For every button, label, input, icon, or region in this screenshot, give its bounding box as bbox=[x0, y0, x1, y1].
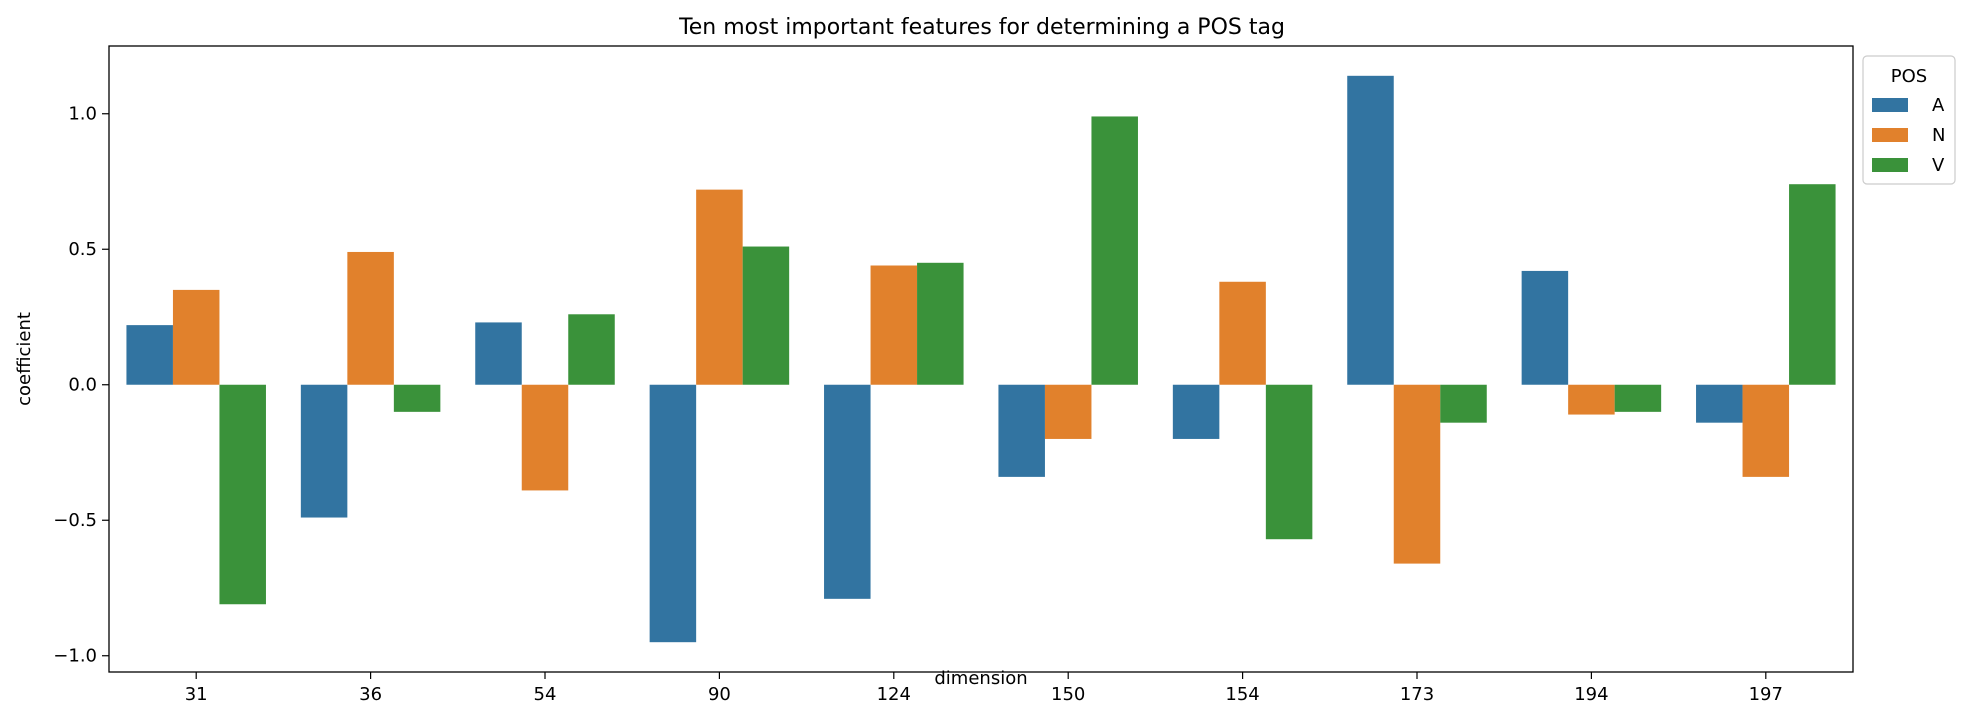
chart-title: Ten most important features for determin… bbox=[678, 15, 1285, 40]
bar-V-194 bbox=[1614, 384, 1662, 412]
bar-N-150 bbox=[1044, 384, 1092, 439]
bar-N-173 bbox=[1393, 384, 1441, 564]
legend-title: POS bbox=[1891, 66, 1927, 87]
bar-V-150 bbox=[1091, 116, 1138, 385]
bar-A-54 bbox=[475, 322, 522, 385]
legend-frame bbox=[1862, 55, 1956, 185]
x-tick-label: 31 bbox=[185, 684, 208, 701]
bar-N-31 bbox=[172, 289, 220, 385]
y-tick-label: −0.5 bbox=[53, 510, 97, 531]
x-axis: 31 36 54 90 124 150 154 173 194 197 bbox=[185, 672, 1783, 701]
bar-N-197 bbox=[1742, 384, 1790, 477]
legend-swatch-A bbox=[1872, 98, 1908, 112]
bar-A-31 bbox=[126, 325, 173, 385]
y-axis-label: coefficient bbox=[14, 312, 35, 406]
bar-N-154 bbox=[1219, 281, 1266, 385]
bars-layer bbox=[126, 75, 1836, 643]
x-tick-label: 194 bbox=[1574, 684, 1608, 701]
x-tick-label: 124 bbox=[877, 684, 911, 701]
plot-area-frame bbox=[108, 45, 1854, 673]
x-tick-label: 54 bbox=[534, 684, 557, 701]
bar-V-173 bbox=[1440, 384, 1487, 423]
bar-V-54 bbox=[568, 314, 615, 385]
bar-V-36 bbox=[393, 384, 441, 412]
x-tick-label: 150 bbox=[1051, 684, 1085, 701]
x-tick-label: 197 bbox=[1749, 684, 1783, 701]
y-tick-label: −1.0 bbox=[53, 646, 97, 667]
bar-V-197 bbox=[1789, 184, 1836, 385]
y-tick-label: 0.5 bbox=[68, 239, 97, 260]
bar-A-173 bbox=[1347, 75, 1394, 385]
y-tick-label: 0.0 bbox=[68, 375, 97, 396]
y-axis: −1.0 −0.5 0.0 0.5 1.0 bbox=[53, 104, 109, 667]
bar-N-90 bbox=[696, 189, 743, 385]
bar-A-36 bbox=[300, 384, 348, 518]
legend-swatch-N bbox=[1872, 128, 1908, 142]
bar-A-150 bbox=[998, 384, 1045, 477]
bar-N-124 bbox=[870, 265, 918, 385]
bar-N-36 bbox=[347, 251, 394, 385]
x-tick-label: 36 bbox=[359, 684, 382, 701]
x-tick-label: 90 bbox=[708, 684, 731, 701]
bar-A-90 bbox=[649, 384, 697, 643]
bar-A-194 bbox=[1521, 270, 1569, 385]
legend-swatch-V bbox=[1872, 158, 1908, 172]
legend-label-A: A bbox=[1932, 95, 1945, 116]
y-tick-label: 1.0 bbox=[68, 104, 97, 125]
bar-V-90 bbox=[742, 246, 790, 385]
bar-A-154 bbox=[1172, 384, 1220, 439]
legend-label-V: V bbox=[1932, 155, 1945, 176]
bar-N-194 bbox=[1568, 384, 1615, 415]
bar-A-124 bbox=[824, 384, 871, 599]
legend-label-N: N bbox=[1932, 125, 1945, 146]
x-tick-label: 154 bbox=[1225, 684, 1259, 701]
bar-V-124 bbox=[917, 262, 964, 385]
bar-A-197 bbox=[1696, 384, 1743, 423]
x-tick-label: 173 bbox=[1400, 684, 1434, 701]
legend: POS ANV bbox=[1862, 55, 1956, 185]
bar-V-31 bbox=[219, 384, 266, 605]
bar-N-54 bbox=[521, 384, 569, 491]
bar-V-154 bbox=[1265, 384, 1313, 540]
x-axis-label: dimension bbox=[934, 668, 1027, 689]
